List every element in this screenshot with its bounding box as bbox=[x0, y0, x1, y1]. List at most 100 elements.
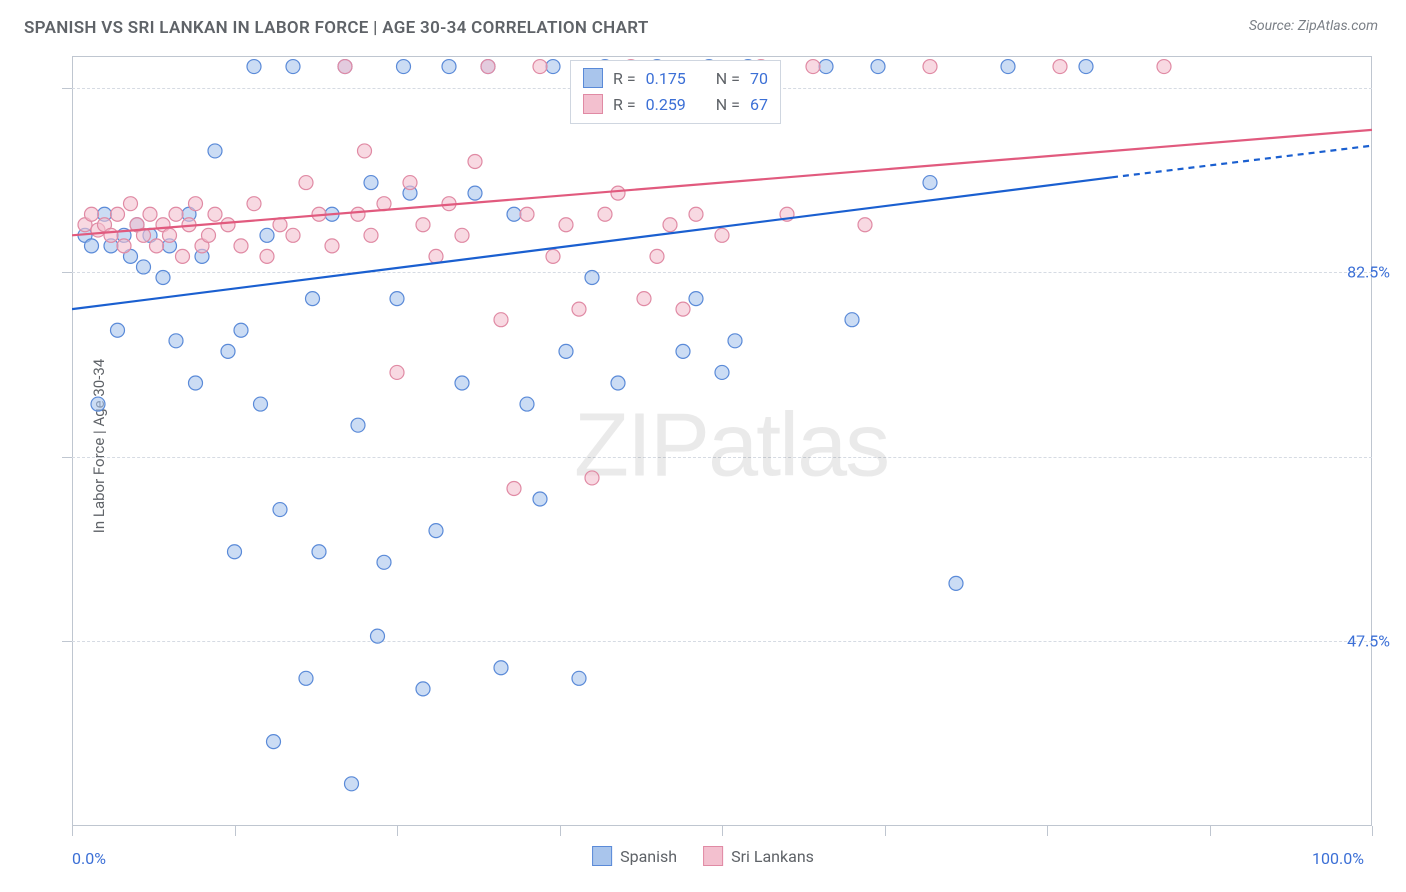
x-tick bbox=[885, 826, 886, 836]
legend-row-srilankans: R = 0.259 N = 67 bbox=[583, 91, 768, 117]
data-point bbox=[358, 144, 372, 158]
data-point bbox=[819, 60, 833, 74]
data-point bbox=[676, 302, 690, 316]
data-point bbox=[286, 60, 300, 74]
regression-line bbox=[72, 177, 1112, 309]
data-point bbox=[299, 176, 313, 190]
data-point bbox=[520, 397, 534, 411]
data-point bbox=[520, 207, 534, 221]
data-point bbox=[611, 186, 625, 200]
legend-item-spanish: Spanish bbox=[592, 846, 677, 866]
data-point bbox=[208, 144, 222, 158]
data-point bbox=[273, 503, 287, 517]
chart-title: SPANISH VS SRI LANKAN IN LABOR FORCE | A… bbox=[24, 18, 649, 38]
data-point bbox=[137, 260, 151, 274]
data-point bbox=[858, 218, 872, 232]
data-point bbox=[286, 228, 300, 242]
data-point bbox=[923, 60, 937, 74]
x-tick bbox=[72, 826, 73, 836]
x-tick bbox=[235, 826, 236, 836]
data-point bbox=[351, 207, 365, 221]
data-point bbox=[728, 334, 742, 348]
legend-n-value-srilankans: 67 bbox=[750, 95, 768, 114]
data-point bbox=[312, 545, 326, 559]
data-point bbox=[546, 249, 560, 263]
data-point bbox=[306, 292, 320, 306]
data-point bbox=[260, 249, 274, 263]
data-point bbox=[481, 60, 495, 74]
x-tick bbox=[1372, 826, 1373, 836]
data-point bbox=[559, 218, 573, 232]
y-tick bbox=[62, 88, 72, 89]
data-point bbox=[111, 207, 125, 221]
data-point bbox=[455, 376, 469, 390]
legend-n-value-spanish: 70 bbox=[750, 69, 768, 88]
data-point bbox=[559, 344, 573, 358]
source-attribution: Source: ZipAtlas.com bbox=[1249, 18, 1378, 34]
data-point bbox=[1001, 60, 1015, 74]
legend-swatch-spanish bbox=[583, 68, 603, 88]
x-tick bbox=[1047, 826, 1048, 836]
x-tick bbox=[722, 826, 723, 836]
data-point bbox=[176, 249, 190, 263]
data-point bbox=[351, 418, 365, 432]
data-point bbox=[676, 344, 690, 358]
data-point bbox=[338, 60, 352, 74]
chart-container: { "title": "SPANISH VS SRI LANKAN IN LAB… bbox=[0, 0, 1406, 892]
data-point bbox=[260, 228, 274, 242]
legend-r-label: R = bbox=[613, 95, 636, 114]
data-point bbox=[150, 239, 164, 253]
x-tick bbox=[1210, 826, 1211, 836]
data-point bbox=[715, 365, 729, 379]
data-point bbox=[254, 397, 268, 411]
data-point bbox=[1157, 60, 1171, 74]
data-point bbox=[715, 228, 729, 242]
data-point bbox=[507, 207, 521, 221]
data-point bbox=[1053, 60, 1067, 74]
data-point bbox=[468, 154, 482, 168]
data-point bbox=[267, 735, 281, 749]
data-point bbox=[533, 492, 547, 506]
legend-label-spanish: Spanish bbox=[620, 847, 677, 866]
data-point bbox=[371, 629, 385, 643]
data-point bbox=[390, 365, 404, 379]
data-point bbox=[117, 239, 131, 253]
regression-line-dashed bbox=[1112, 146, 1372, 178]
data-point bbox=[169, 334, 183, 348]
data-point bbox=[494, 313, 508, 327]
data-point bbox=[416, 218, 430, 232]
data-point bbox=[637, 292, 651, 306]
data-point bbox=[364, 176, 378, 190]
data-point bbox=[189, 197, 203, 211]
data-point bbox=[689, 292, 703, 306]
legend-swatch-spanish bbox=[592, 846, 612, 866]
data-point bbox=[85, 239, 99, 253]
data-point bbox=[689, 207, 703, 221]
correlation-legend: R = 0.175 N = 70 R = 0.259 N = 67 bbox=[570, 60, 781, 124]
data-point bbox=[585, 271, 599, 285]
legend-n-label: N = bbox=[716, 95, 740, 114]
data-point bbox=[416, 682, 430, 696]
y-tick bbox=[62, 457, 72, 458]
data-point bbox=[650, 249, 664, 263]
data-point bbox=[390, 292, 404, 306]
data-point bbox=[202, 228, 216, 242]
data-point bbox=[325, 239, 339, 253]
data-point bbox=[111, 323, 125, 337]
data-point bbox=[189, 376, 203, 390]
data-point bbox=[228, 545, 242, 559]
data-point bbox=[397, 60, 411, 74]
data-point bbox=[455, 228, 469, 242]
series-legend: Spanish Sri Lankans bbox=[592, 846, 814, 866]
data-point bbox=[611, 376, 625, 390]
regression-line bbox=[72, 130, 1372, 235]
data-point bbox=[143, 207, 157, 221]
data-point bbox=[871, 60, 885, 74]
data-point bbox=[442, 60, 456, 74]
legend-r-label: R = bbox=[613, 69, 636, 88]
data-point bbox=[169, 207, 183, 221]
legend-swatch-srilankans bbox=[583, 94, 603, 114]
legend-item-srilankans: Sri Lankans bbox=[703, 846, 814, 866]
data-point bbox=[507, 481, 521, 495]
legend-swatch-srilankans bbox=[703, 846, 723, 866]
